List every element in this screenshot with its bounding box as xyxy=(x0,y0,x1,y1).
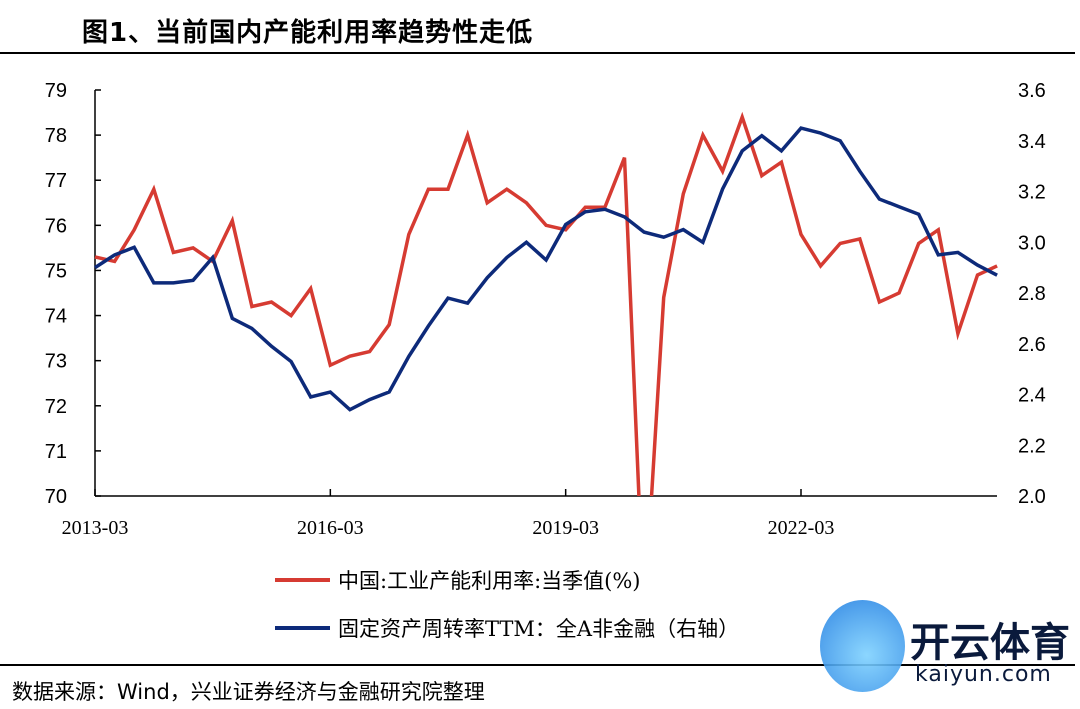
x-tick-label: 2019-03 xyxy=(532,517,599,539)
right-tick-label: 2.4 xyxy=(1018,385,1046,407)
left-tick-label: 70 xyxy=(45,486,67,508)
source-note: 数据来源：Wind，兴业证券经济与金融研究院整理 xyxy=(12,680,485,704)
right-tick-label: 2.2 xyxy=(1018,435,1046,457)
left-tick-label: 72 xyxy=(45,396,67,418)
legend-label-1: 中国:工业产能利用率:当季值(%) xyxy=(338,569,641,593)
left-tick-label: 74 xyxy=(45,306,67,328)
left-tick-label: 76 xyxy=(45,215,67,237)
left-tick-label: 73 xyxy=(45,351,67,373)
legend-label-2: 固定资产周转率TTM：全A非金融（右轴） xyxy=(338,617,739,641)
x-tick-label: 2013-03 xyxy=(62,517,129,539)
right-tick-label: 3.2 xyxy=(1018,182,1046,204)
watermark-logo: 开云体育 kaiyun.com xyxy=(810,600,1070,695)
series-line-2 xyxy=(94,126,998,412)
right-tick-label: 3.4 xyxy=(1018,131,1046,153)
watermark-en: kaiyun.com xyxy=(915,662,1052,687)
right-tick-label: 3.6 xyxy=(1018,80,1046,102)
watermark-cn: 开云体育 xyxy=(910,620,1070,666)
left-tick-label: 77 xyxy=(45,170,67,192)
right-tick-label: 2.0 xyxy=(1018,486,1046,508)
watermark-ball-icon xyxy=(820,600,905,692)
left-tick-label: 79 xyxy=(45,80,67,102)
x-tick-label: 2022-03 xyxy=(768,517,835,539)
title-rule xyxy=(0,52,1075,54)
left-tick-label: 75 xyxy=(45,260,67,282)
left-tick-label: 71 xyxy=(45,441,67,463)
right-tick-label: 2.8 xyxy=(1018,283,1046,305)
chart-title: 图1、当前国内产能利用率趋势性走低 xyxy=(82,18,534,48)
x-tick-label: 2016-03 xyxy=(297,517,364,539)
right-tick-label: 2.6 xyxy=(1018,334,1046,356)
right-tick-label: 3.0 xyxy=(1018,232,1046,254)
source-rule xyxy=(0,664,1075,666)
left-tick-label: 78 xyxy=(45,125,67,147)
series-line-1 xyxy=(94,111,998,496)
